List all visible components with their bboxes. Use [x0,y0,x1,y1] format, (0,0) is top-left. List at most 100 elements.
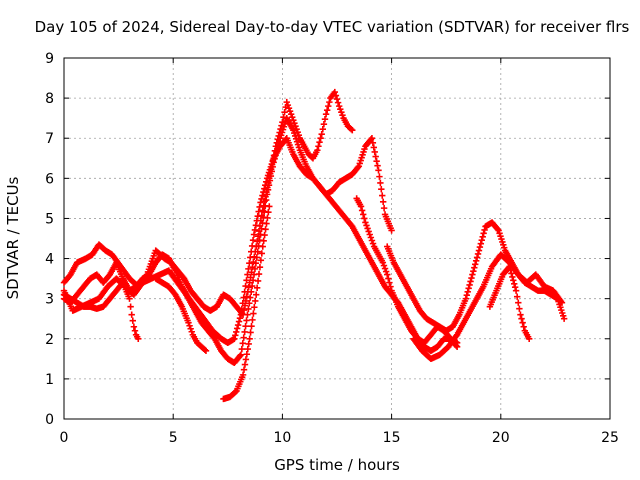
data-point [244,271,251,278]
data-point [254,248,261,255]
data-point [479,233,486,240]
data-point [131,327,139,334]
data-point [246,335,253,342]
data-point [262,196,270,204]
data-point [366,231,373,238]
data-point [369,240,377,247]
data-point [243,351,251,358]
data-point [231,335,238,342]
data-point [373,157,380,165]
data-point [512,287,520,294]
data-point [517,311,524,318]
data-point [242,356,250,363]
data-point [481,226,488,234]
y-tick-label: 7 [45,131,54,147]
data-point [319,125,327,133]
data-point [252,222,260,229]
data-point [317,135,324,142]
data-point [519,319,526,326]
x-tick-label: 15 [383,430,401,446]
data-point [468,274,475,282]
data-point [560,315,568,322]
data-point [187,325,194,332]
data-point [250,310,257,317]
data-point [201,346,209,354]
x-axis-label: GPS time / hours [274,456,400,474]
data-point [232,332,239,339]
data-point [477,240,485,247]
y-tick-label: 1 [45,372,54,388]
data-point [253,284,261,291]
data-point [251,265,259,273]
data-point [235,318,243,325]
data-point [243,277,250,284]
data-point [511,280,518,287]
data-point [558,299,566,306]
data-point [127,303,134,310]
data-point [388,227,395,234]
data-point [385,275,392,282]
data-point [243,317,250,324]
x-tick-label: 0 [60,430,69,446]
data-point [260,237,267,244]
data-point [465,285,472,292]
data-point [238,345,246,353]
data-point [248,322,255,330]
data-point [464,288,471,295]
x-tick-label: 5 [169,430,178,446]
data-point [251,226,259,234]
data-point [254,277,262,285]
data-point [126,295,133,302]
data-point [264,186,272,193]
data-point [469,271,476,278]
data-point [452,342,460,349]
data-point [316,139,323,146]
data-point [135,335,142,342]
series-4 [60,279,142,342]
data-point [259,243,266,250]
data-point [322,110,330,118]
data-point [286,107,294,115]
data-point [280,113,287,121]
data-point [247,294,254,301]
data-point [376,173,383,180]
data-point [251,304,258,311]
data-point [233,325,241,332]
data-point [287,110,295,118]
data-point [321,115,329,123]
data-point [245,265,252,273]
data-point [254,212,261,220]
data-point [368,135,376,142]
data-point [370,144,378,151]
data-point [358,207,366,214]
data-point [242,282,249,290]
data-point [511,284,519,291]
data-point [236,352,244,360]
data-point [320,120,328,128]
plot-frame [63,57,611,420]
data-point [240,366,248,373]
data-point [384,271,391,278]
data-point [289,113,296,121]
data-point [258,195,265,203]
data-point [261,231,268,239]
grid [64,58,610,419]
data-point [382,268,390,275]
data-point [364,225,371,232]
data-point [331,88,339,96]
data-point [474,250,482,258]
data-point [252,259,260,267]
series-5 [152,275,210,355]
data-point [377,179,384,187]
data-point [334,99,342,106]
data-point [372,153,379,160]
data-point [368,237,376,244]
data-point [245,284,252,291]
data-point [470,267,477,275]
data-point [240,294,247,301]
series-8 [410,251,566,363]
data-point [379,198,387,206]
data-point [253,217,261,224]
data-point [263,191,271,198]
data-point [294,129,301,136]
